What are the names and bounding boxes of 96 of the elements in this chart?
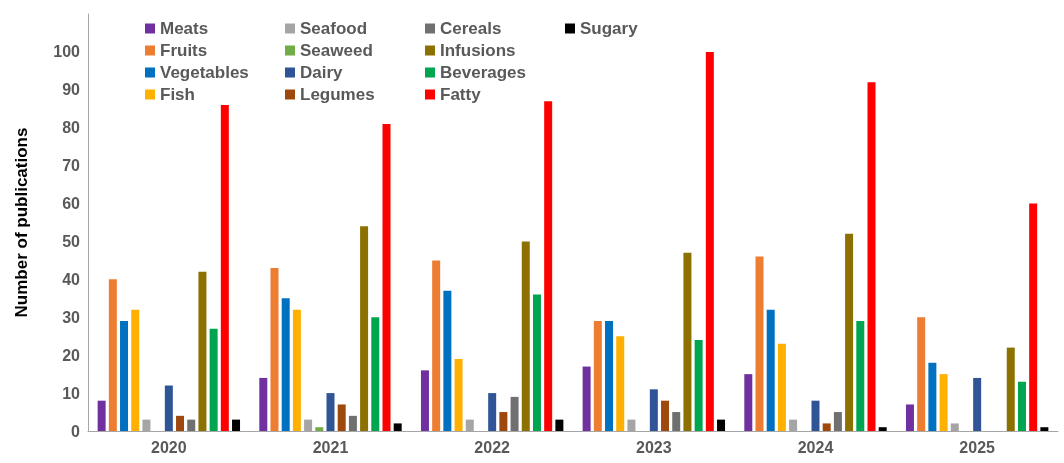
bar <box>432 260 441 431</box>
bar <box>811 400 820 431</box>
bar <box>694 340 703 431</box>
bar <box>292 309 301 431</box>
bar <box>616 336 625 431</box>
bar <box>108 279 117 431</box>
legend-label: Fatty <box>440 85 482 104</box>
bar <box>856 321 865 431</box>
bar <box>822 423 831 431</box>
bar <box>1006 347 1015 431</box>
bar <box>683 252 692 431</box>
bar <box>270 267 279 431</box>
bar <box>337 404 346 431</box>
y-tick-label: 40 <box>62 270 81 288</box>
bar <box>1040 427 1049 431</box>
x-tick-label: 2023 <box>636 438 672 456</box>
bar <box>917 317 926 431</box>
bar <box>315 427 324 431</box>
legend-label: Meats <box>160 19 209 38</box>
y-tick-label: 70 <box>62 157 81 175</box>
y-tick-label: 10 <box>62 384 81 402</box>
bar <box>348 415 357 431</box>
bar <box>928 362 937 431</box>
bar <box>593 321 602 431</box>
bar <box>705 51 714 431</box>
bar <box>443 290 452 431</box>
x-tick-label: 2025 <box>959 438 996 456</box>
legend-label: Beverages <box>440 63 527 82</box>
bar <box>326 393 335 431</box>
legend-label: Seaweed <box>300 41 373 60</box>
x-tick-label: 2021 <box>312 438 349 456</box>
bar <box>717 419 726 431</box>
bar <box>454 358 463 431</box>
bar <box>777 343 786 431</box>
bar <box>360 226 369 431</box>
bar <box>420 370 429 431</box>
bar <box>582 366 591 431</box>
bar <box>382 123 391 431</box>
bar <box>544 101 553 431</box>
x-tick-label: 2020 <box>151 438 187 456</box>
bar <box>281 298 290 431</box>
legend-label: Fish <box>160 85 195 104</box>
bar <box>939 374 948 431</box>
x-tick-label: 2024 <box>797 438 834 456</box>
bar <box>131 309 140 431</box>
bar <box>755 256 764 431</box>
legend-label: Legumes <box>300 85 375 104</box>
x-tick-label: 2022 <box>474 438 511 456</box>
bar <box>532 294 541 431</box>
legend-label: Seafood <box>300 19 368 38</box>
legend-label: Sugary <box>580 19 639 38</box>
bar <box>878 427 887 431</box>
bar <box>393 423 402 431</box>
legend-label: Infusions <box>440 41 516 60</box>
y-tick-label: 20 <box>62 346 81 364</box>
bar <box>605 321 614 431</box>
bar <box>661 400 670 431</box>
bar <box>120 321 129 431</box>
bar <box>521 241 530 431</box>
y-tick-label: 60 <box>62 195 81 213</box>
bar <box>164 385 173 431</box>
y-tick-label: 80 <box>62 119 81 137</box>
bar <box>499 412 508 431</box>
bar <box>198 271 207 431</box>
bar <box>97 400 106 431</box>
bar <box>259 377 268 431</box>
bar <box>176 415 185 431</box>
bar <box>187 419 196 431</box>
bar <box>1029 203 1038 431</box>
legend-label: Fruits <box>160 41 208 60</box>
y-tick-label: 100 <box>53 43 81 61</box>
legend-label: Vegetables <box>160 63 249 82</box>
bar <box>510 396 519 431</box>
y-tick-label: 90 <box>62 81 81 99</box>
y-tick-label: 30 <box>62 308 81 326</box>
bar <box>867 82 876 431</box>
bar <box>488 393 497 431</box>
bar <box>220 104 229 431</box>
bar <box>1017 381 1026 431</box>
bar <box>833 412 842 431</box>
bar <box>973 377 982 431</box>
bar <box>672 412 681 431</box>
bar <box>744 374 753 431</box>
bar <box>905 404 914 431</box>
legend-label: Cereals <box>440 19 502 38</box>
y-axis-title: Number of publications <box>12 127 31 318</box>
bar <box>555 419 564 431</box>
y-tick-label: 0 <box>71 422 81 440</box>
bar <box>371 317 380 431</box>
bar <box>845 233 854 431</box>
y-tick-label: 50 <box>62 232 81 250</box>
bar <box>766 309 775 431</box>
bar <box>649 389 658 431</box>
bar <box>209 328 218 431</box>
legend-label: Dairy <box>300 63 344 82</box>
bar <box>232 419 241 431</box>
